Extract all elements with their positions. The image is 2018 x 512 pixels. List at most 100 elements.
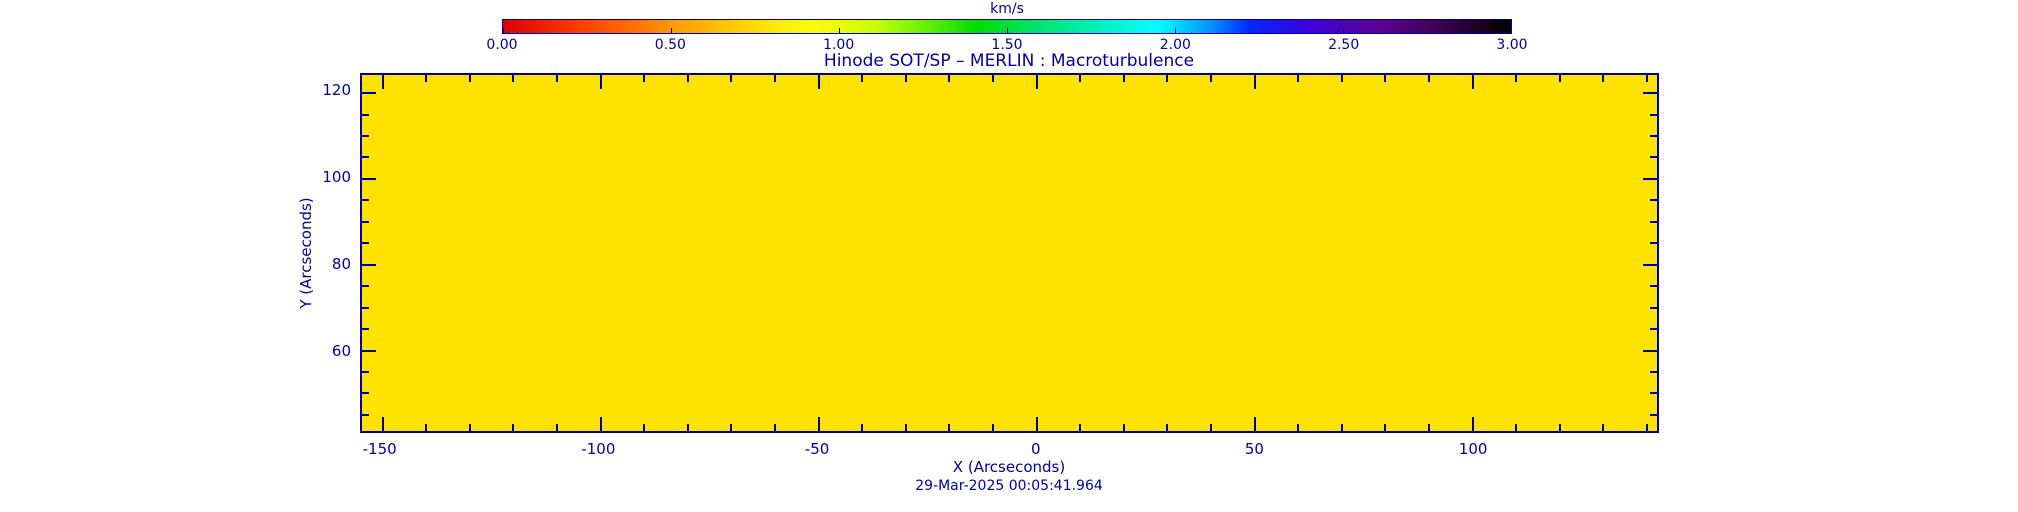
- bottom-axis-tick: [512, 424, 515, 431]
- x-tick-label: 100: [1458, 440, 1488, 458]
- chart-title: Hinode SOT/SP – MERLIN : Macroturbulence: [823, 51, 1195, 71]
- left-axis-tick: [362, 92, 376, 95]
- colorbar-tick-label: 2.50: [1328, 37, 1360, 53]
- right-axis-tick: [1650, 413, 1657, 416]
- bottom-axis-tick: [1253, 417, 1256, 431]
- bottom-axis-tick: [1646, 424, 1649, 431]
- bottom-axis-tick: [992, 424, 995, 431]
- right-axis-tick: [1650, 328, 1657, 331]
- colorbar-tick: [839, 28, 840, 33]
- right-axis-tick: [1643, 177, 1657, 180]
- colorbar-gradient: [502, 19, 1512, 34]
- top-axis-tick: [1122, 75, 1125, 82]
- bottom-axis-tick: [774, 424, 777, 431]
- left-axis-tick: [362, 156, 369, 159]
- top-axis-tick: [1253, 75, 1256, 89]
- colorbar-tick-label: 3.00: [1496, 37, 1528, 53]
- bottom-axis-tick: [948, 424, 951, 431]
- x-axis-label: X (Arcseconds): [952, 458, 1066, 476]
- left-axis-tick: [362, 328, 369, 331]
- right-axis-tick: [1650, 156, 1657, 159]
- top-axis-tick: [381, 75, 384, 89]
- colorbar-tick: [503, 28, 504, 33]
- colorbar-tick-label: 0.50: [654, 37, 686, 53]
- bottom-axis-tick: [425, 424, 428, 431]
- right-axis-tick: [1650, 135, 1657, 138]
- bottom-axis-tick: [1340, 424, 1343, 431]
- bottom-axis-tick: [1602, 424, 1605, 431]
- y-axis-label: Y (Arcseconds): [297, 197, 315, 309]
- right-axis-tick: [1650, 113, 1657, 116]
- right-axis-tick: [1643, 349, 1657, 352]
- bottom-axis-tick: [599, 417, 602, 431]
- colorbar-tick: [1007, 28, 1008, 33]
- top-axis-tick: [425, 75, 428, 82]
- bottom-axis-tick: [730, 424, 733, 431]
- left-axis-tick: [362, 263, 376, 266]
- left-axis-tick: [362, 242, 369, 245]
- top-axis-tick: [1428, 75, 1431, 82]
- top-axis-tick: [817, 75, 820, 89]
- bottom-axis-tick: [1079, 424, 1082, 431]
- bottom-axis-tick: [686, 424, 689, 431]
- x-tick-label: -50: [804, 440, 830, 458]
- right-axis-tick: [1650, 392, 1657, 395]
- top-axis-tick: [1558, 75, 1561, 82]
- bottom-axis-tick: [1122, 424, 1125, 431]
- colorbar-tick: [1511, 28, 1512, 33]
- bottom-axis-tick: [1210, 424, 1213, 431]
- top-axis-tick: [468, 75, 471, 82]
- x-tick-label: -150: [362, 440, 397, 458]
- y-tick-label: 80: [331, 254, 351, 273]
- x-tick-label: 50: [1244, 440, 1264, 458]
- y-tick-label: 60: [331, 341, 351, 360]
- top-axis-tick: [1471, 75, 1474, 89]
- left-axis-tick: [362, 370, 369, 373]
- x-tick-label: -100: [581, 440, 616, 458]
- bottom-axis-tick: [1166, 424, 1169, 431]
- left-axis-tick: [362, 349, 376, 352]
- left-axis-tick: [362, 285, 369, 288]
- bottom-axis-tick: [1558, 424, 1561, 431]
- right-axis-tick: [1643, 92, 1657, 95]
- right-axis-tick: [1643, 263, 1657, 266]
- left-axis-tick: [362, 113, 369, 116]
- bottom-axis-tick: [904, 424, 907, 431]
- x-tick-label: 0: [1030, 440, 1041, 458]
- top-axis-tick: [1166, 75, 1169, 82]
- left-axis-tick: [362, 199, 369, 202]
- right-axis-tick: [1650, 285, 1657, 288]
- top-axis-tick: [774, 75, 777, 82]
- top-axis-tick: [1384, 75, 1387, 82]
- right-axis-tick: [1650, 370, 1657, 373]
- bottom-axis-tick: [556, 424, 559, 431]
- colorbar-tick-label: 0.00: [486, 37, 518, 53]
- right-axis-tick: [1650, 199, 1657, 202]
- colorbar-tick: [1175, 28, 1176, 33]
- top-axis-tick: [730, 75, 733, 82]
- colorbar-tick: [1343, 28, 1344, 33]
- colorbar-tick-label: 1.50: [991, 37, 1023, 53]
- top-axis-tick: [1297, 75, 1300, 82]
- bottom-axis-tick: [1297, 424, 1300, 431]
- colorbar-unit-label: km/s: [990, 1, 1024, 17]
- bottom-axis-tick: [381, 417, 384, 431]
- bottom-axis-tick: [643, 424, 646, 431]
- bottom-axis-tick: [817, 417, 820, 431]
- top-axis-tick: [1210, 75, 1213, 82]
- top-axis-tick: [599, 75, 602, 89]
- right-axis-tick: [1650, 220, 1657, 223]
- top-axis-tick: [1035, 75, 1038, 89]
- top-axis-tick: [1079, 75, 1082, 82]
- bottom-axis-tick: [468, 424, 471, 431]
- top-axis-tick: [1602, 75, 1605, 82]
- bottom-axis-tick: [861, 424, 864, 431]
- right-axis-tick: [1650, 306, 1657, 309]
- left-axis-tick: [362, 413, 369, 416]
- left-axis-tick: [362, 392, 369, 395]
- left-axis-tick: [362, 177, 376, 180]
- colorbar-tick-label: 2.00: [1159, 37, 1191, 53]
- top-axis-tick: [556, 75, 559, 82]
- bottom-axis-tick: [1035, 417, 1038, 431]
